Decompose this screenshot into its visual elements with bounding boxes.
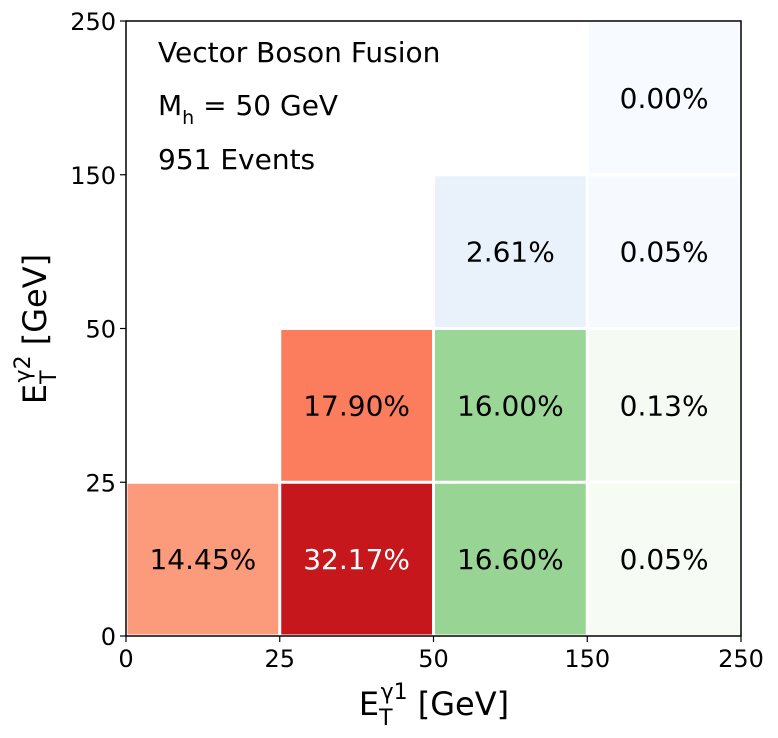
annotations: Vector Boson Fusion Mh = 50 GeV 951 Even… bbox=[158, 36, 440, 176]
heatmap-cell bbox=[435, 483, 586, 635]
y-axis-title: ETγ2 [GeV] bbox=[11, 254, 62, 404]
heatmap-cell bbox=[281, 483, 432, 635]
y-title-sub: T bbox=[37, 370, 62, 385]
x-tick-label: 25 bbox=[264, 645, 295, 673]
heatmap-cell bbox=[588, 330, 740, 481]
mass-base: M bbox=[158, 89, 182, 122]
x-title-sub: T bbox=[378, 706, 393, 731]
cell-value-label: 16.00% bbox=[457, 389, 564, 422]
mass-subscript: h bbox=[182, 107, 194, 129]
cell-value-label: 0.05% bbox=[620, 543, 709, 576]
heatmap-cell bbox=[588, 22, 740, 174]
x-title-sup: γ1 bbox=[381, 680, 408, 705]
y-tick-label: 0 bbox=[101, 623, 116, 651]
heatmap-cell bbox=[127, 483, 279, 635]
y-title-base: E bbox=[16, 384, 54, 404]
x-tick-label: 150 bbox=[564, 645, 610, 673]
mass-annotation: Mh = 50 GeV bbox=[158, 89, 338, 129]
heatmap-cell bbox=[281, 330, 432, 481]
x-axis-title: ETγ1 [GeV] bbox=[359, 680, 509, 731]
cell-value-label: 16.60% bbox=[457, 543, 564, 576]
y-title-sup: γ2 bbox=[11, 355, 36, 382]
cell-value-label: 32.17% bbox=[303, 543, 410, 576]
y-tick-label: 150 bbox=[70, 162, 116, 190]
y-tick-label: 25 bbox=[85, 469, 116, 497]
heatmap-cell bbox=[588, 176, 740, 327]
cell-labels-layer: 14.45% 32.17% 16.60% 0.05% 17.90% 16.00% 0.13%… bbox=[149, 82, 708, 576]
y-tick-label: 50 bbox=[85, 316, 116, 344]
cell-value-label: 2.61% bbox=[466, 236, 555, 269]
heatmap-cell bbox=[435, 176, 586, 327]
x-title-base: E bbox=[359, 685, 379, 723]
mass-value: = 50 GeV bbox=[194, 89, 338, 122]
cell-value-label: 0.05% bbox=[620, 236, 709, 269]
heatmap-cell bbox=[435, 330, 586, 481]
cell-value-label: 0.00% bbox=[620, 82, 709, 115]
cell-value-label: 17.90% bbox=[303, 389, 410, 422]
cells-layer bbox=[127, 22, 740, 635]
x-tick-label: 250 bbox=[718, 645, 764, 673]
x-tick-label: 50 bbox=[418, 645, 449, 673]
x-tick-label: 0 bbox=[118, 645, 133, 673]
x-title-unit: [GeV] bbox=[408, 685, 510, 723]
process-annotation: Vector Boson Fusion bbox=[158, 36, 440, 69]
heatmap-cell bbox=[588, 483, 740, 635]
ticks-layer: 0 25 50 150 250 0 25 50 150 250 bbox=[70, 8, 764, 673]
y-tick-label: 250 bbox=[70, 8, 116, 36]
cell-value-label: 14.45% bbox=[149, 543, 256, 576]
events-annotation: 951 Events bbox=[158, 143, 315, 176]
y-title-unit: [GeV] bbox=[16, 254, 54, 356]
cell-value-label: 0.13% bbox=[620, 389, 709, 422]
